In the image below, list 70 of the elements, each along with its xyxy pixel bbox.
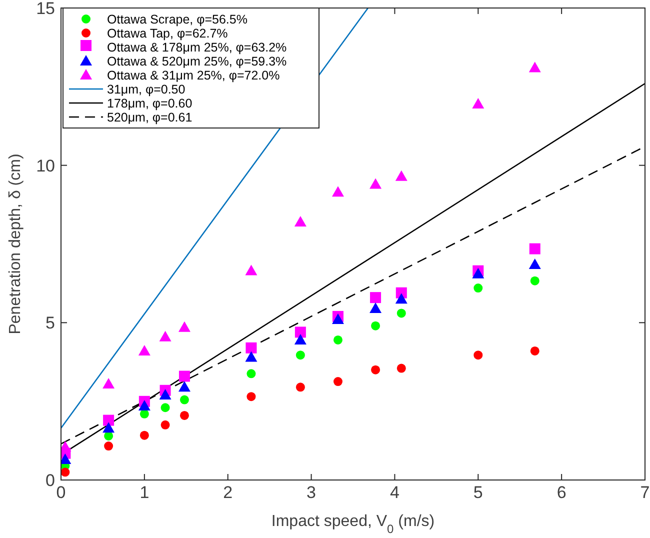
point [395, 170, 408, 181]
x-tick-label: 1 [140, 483, 150, 502]
point [294, 334, 306, 344]
x-tick-label: 6 [556, 483, 566, 502]
point [370, 292, 382, 304]
y-tick-label: 5 [46, 314, 55, 333]
legend-label: Ottawa & 178μm 25%, φ=63.2% [107, 40, 287, 54]
point [159, 389, 172, 400]
legend-label: Ottawa & 31μm 25%, φ=72.0% [107, 68, 280, 82]
point [245, 264, 258, 276]
point [245, 351, 258, 362]
point [528, 258, 541, 269]
point [396, 364, 406, 373]
point [395, 293, 408, 304]
point [102, 378, 115, 389]
point [371, 365, 380, 374]
legend-label: Ottawa Tap, φ=62.7% [107, 26, 228, 40]
point [472, 268, 484, 278]
point [104, 442, 114, 451]
legend-label: Ottawa Scrape, φ=56.5% [107, 12, 248, 26]
point [396, 308, 406, 318]
point [180, 410, 189, 420]
point [159, 330, 172, 342]
point [529, 243, 540, 254]
point [474, 284, 483, 293]
point [370, 178, 382, 189]
point [102, 422, 115, 433]
point [296, 350, 305, 360]
legend-label: Ottawa & 520μm 25%, φ=59.3% [107, 54, 287, 68]
y-tick-label: 10 [36, 156, 55, 176]
point [371, 321, 380, 330]
point [140, 430, 149, 440]
point [138, 400, 150, 411]
legend-label: 178μm, φ=0.60 [107, 96, 192, 110]
point [160, 403, 170, 412]
point [333, 377, 342, 386]
legend-label: 31μm, φ=0.50 [107, 82, 186, 96]
y-tick-label: 0 [46, 470, 55, 490]
point [160, 420, 170, 430]
point [370, 302, 382, 314]
point [178, 370, 190, 382]
x-tick-label: 7 [640, 483, 650, 502]
x-axis-title: Impact speed, V$_{0}$ (m/s) [271, 513, 435, 536]
point [474, 350, 483, 360]
point [246, 369, 256, 378]
y-axis-title: Penetration depth, δ (cm) [7, 154, 24, 334]
point [246, 342, 257, 354]
point [472, 98, 484, 108]
point [333, 335, 342, 344]
point [296, 382, 305, 392]
x-tick-label: 2 [223, 483, 233, 502]
point [332, 314, 344, 324]
y-tick-label: 15 [36, 0, 55, 18]
point [294, 326, 306, 338]
point [332, 186, 344, 197]
point [530, 346, 540, 356]
point [61, 468, 70, 477]
point [528, 62, 541, 72]
point [180, 395, 189, 404]
point [246, 392, 256, 402]
x-tick-label: 5 [473, 483, 483, 502]
x-tick-label: 4 [390, 483, 400, 502]
point [294, 216, 306, 226]
point [138, 344, 150, 356]
point [530, 276, 540, 286]
point [103, 414, 114, 426]
point [178, 381, 190, 392]
point [178, 321, 190, 332]
legend-label: 520μm, φ=0.61 [107, 110, 192, 124]
x-tick-label: 3 [306, 483, 316, 502]
